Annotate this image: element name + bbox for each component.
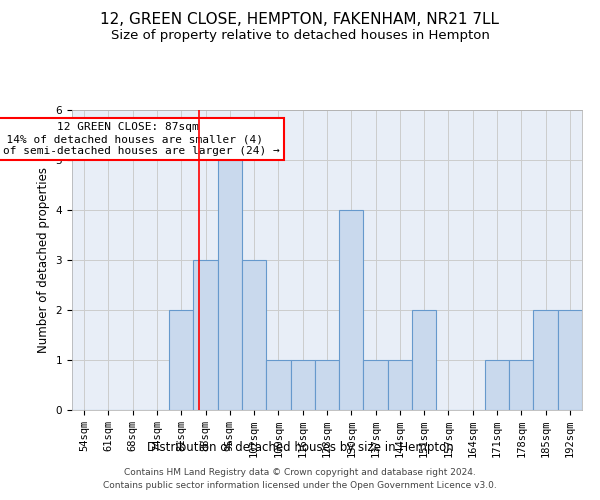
Text: Contains HM Land Registry data © Crown copyright and database right 2024.: Contains HM Land Registry data © Crown c… (124, 468, 476, 477)
Bar (485, 360, 509, 410)
Text: 12 GREEN CLOSE: 87sqm
← 14% of detached houses are smaller (4)
83% of semi-detac: 12 GREEN CLOSE: 87sqm ← 14% of detached … (0, 122, 280, 156)
Y-axis label: Number of detached properties: Number of detached properties (37, 167, 50, 353)
Text: Contains public sector information licensed under the Open Government Licence v3: Contains public sector information licen… (103, 480, 497, 490)
Bar (412, 310, 436, 410)
Text: 12, GREEN CLOSE, HEMPTON, FAKENHAM, NR21 7LL: 12, GREEN CLOSE, HEMPTON, FAKENHAM, NR21… (101, 12, 499, 28)
Bar (315, 360, 339, 410)
Bar (242, 260, 266, 410)
Text: Distribution of detached houses by size in Hempton: Distribution of detached houses by size … (146, 441, 454, 454)
Bar (290, 360, 315, 410)
Bar (558, 310, 582, 410)
Bar (169, 310, 193, 410)
Text: Size of property relative to detached houses in Hempton: Size of property relative to detached ho… (110, 29, 490, 42)
Bar (364, 360, 388, 410)
Bar (339, 210, 364, 410)
Bar (509, 360, 533, 410)
Bar (218, 160, 242, 410)
Bar (266, 360, 290, 410)
Bar (388, 360, 412, 410)
Bar (533, 310, 558, 410)
Bar (193, 260, 218, 410)
